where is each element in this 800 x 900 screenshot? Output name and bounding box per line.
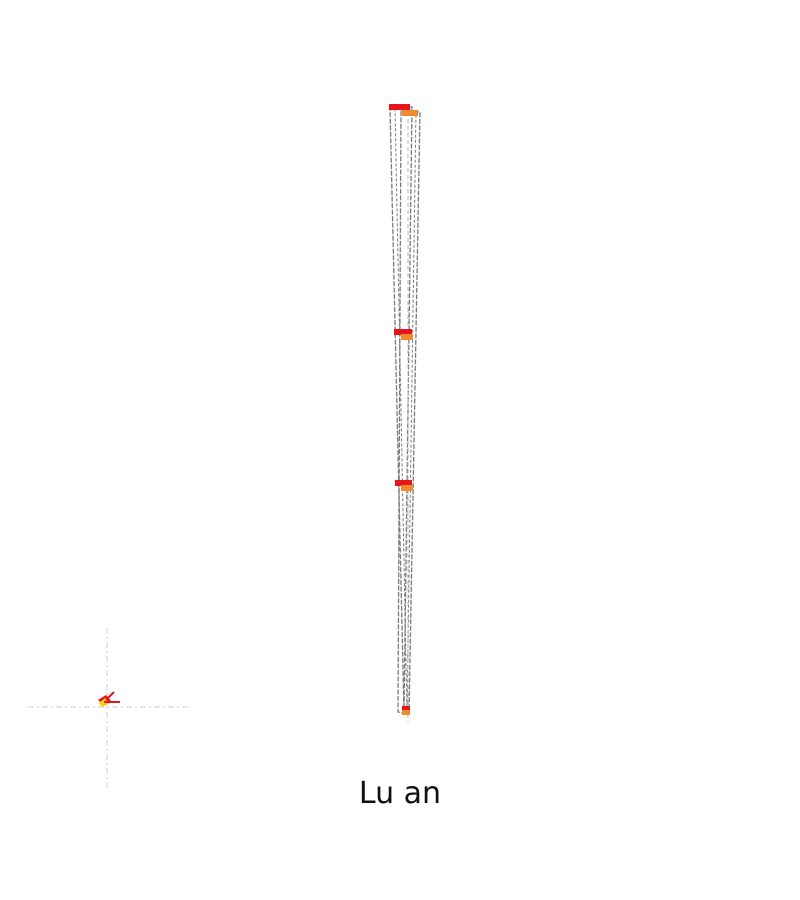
marker-upper-orange	[401, 334, 413, 340]
tapered-profile	[389, 104, 421, 722]
marker-top-red	[389, 104, 410, 110]
compass-rose-icon	[28, 628, 188, 788]
marker-upper-red	[394, 329, 412, 335]
diagram-caption: Lu an	[358, 776, 442, 811]
compass-needle-tip	[107, 691, 115, 699]
marker-base-red	[402, 706, 410, 711]
marker-lower-orange	[401, 485, 413, 491]
marker-lower-red	[395, 480, 412, 486]
marker-top-orange	[402, 110, 418, 116]
marker-base-orange	[402, 710, 410, 715]
